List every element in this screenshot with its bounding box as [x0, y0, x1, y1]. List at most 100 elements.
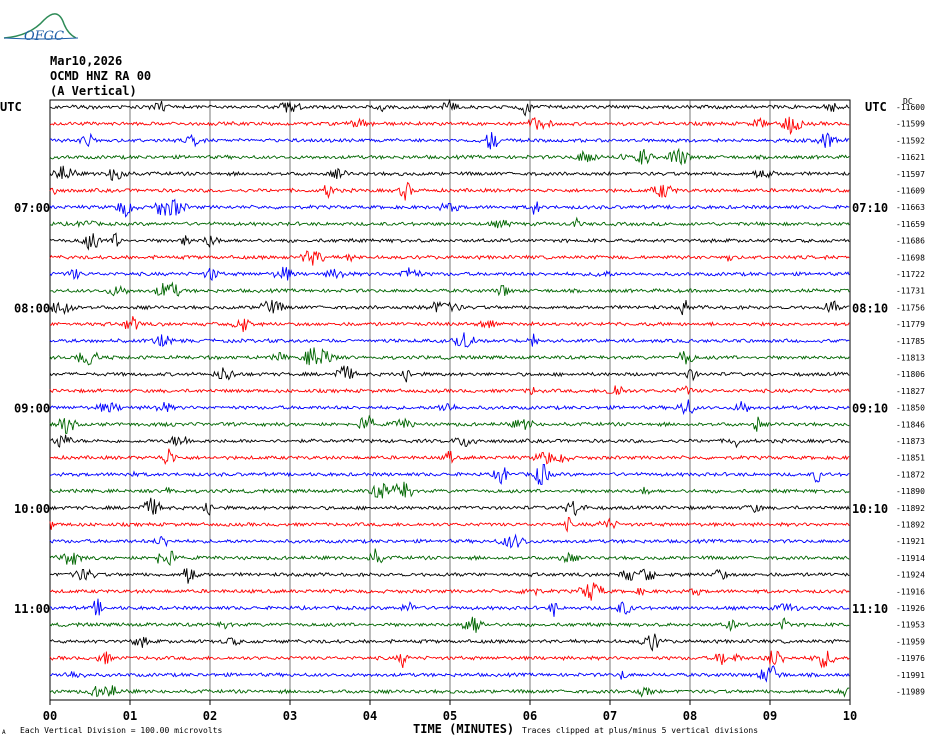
trace-row-11 [49, 281, 850, 297]
trace-row-1 [49, 116, 850, 136]
utc-label-left: UTC [0, 100, 22, 114]
dc-offset-label: -11731 [896, 287, 925, 296]
dc-offset-label: -11599 [896, 120, 925, 129]
right-time-label: 07:10 [852, 201, 888, 215]
dc-offset-label: -11924 [896, 571, 925, 580]
logo-text: OFGC [24, 29, 64, 44]
trace-row-6 [49, 198, 850, 218]
dc-offset-label: -11890 [896, 487, 925, 496]
trace-row-20 [49, 434, 850, 449]
dc-offset-label: -11921 [896, 537, 925, 546]
header-component: (A Vertical) [50, 84, 137, 98]
dc-offset-label: -11873 [896, 437, 925, 446]
left-time-label: 08:00 [14, 301, 50, 315]
right-time-label: 09:10 [852, 402, 888, 416]
left-time-label: 07:00 [14, 201, 50, 215]
x-tick-label: 09 [763, 709, 777, 723]
dc-offset-label: -11872 [896, 470, 925, 479]
axis-labels: 00 01 02 03 04 05 06 07 08 09 10 -11600 -11599 -11592… [0, 97, 925, 736]
trace-row-4 [49, 165, 850, 181]
dc-offset-label: -11686 [896, 237, 925, 246]
trace-row-8 [49, 232, 850, 251]
trace-row-33 [49, 650, 850, 669]
dc-offset-label: -11698 [896, 253, 925, 262]
dc-offset-label: -11926 [896, 604, 925, 613]
dc-offset-label: -11914 [896, 554, 925, 563]
dc-offset-label: -11846 [896, 420, 925, 429]
trace-row-28 [49, 568, 850, 584]
trace-row-24 [49, 497, 850, 517]
dc-offset-label: -11850 [896, 404, 925, 413]
trace-row-2 [49, 132, 850, 150]
dc-offset-label: -11991 [896, 671, 925, 680]
header-date: Mar10,2026 [50, 54, 123, 68]
left-time-label: 10:00 [14, 502, 50, 516]
x-tick-label: 01 [123, 709, 137, 723]
trace-row-13 [49, 316, 850, 333]
trace-row-15 [49, 347, 850, 366]
trace-row-32 [49, 633, 850, 652]
x-tick-label: 02 [203, 709, 217, 723]
x-tick-label: 00 [43, 709, 57, 723]
trace-row-5 [49, 181, 850, 201]
trace-row-25 [49, 516, 850, 533]
trace-row-29 [49, 582, 850, 601]
dc-offset-label: -11756 [896, 303, 925, 312]
trace-row-21 [49, 448, 850, 466]
trace-row-14 [49, 332, 850, 348]
clip-note: Traces clipped at plus/minus 5 vertical … [522, 726, 758, 735]
right-time-label: 08:10 [852, 301, 888, 315]
dc-offset-label: -11806 [896, 370, 925, 379]
trace-row-18 [49, 399, 850, 416]
dc-offset-label: -11916 [896, 587, 925, 596]
trace-row-34 [49, 665, 850, 683]
dc-offset-label: -11621 [896, 153, 925, 162]
dc-offset-label: -11592 [896, 136, 925, 145]
ofgc-logo: OFGC [3, 13, 79, 44]
x-tick-label: 10 [843, 709, 857, 723]
dc-offset-label: -11779 [896, 320, 925, 329]
dc-offset-label: -11813 [896, 354, 925, 363]
x-tick-label: 06 [523, 709, 537, 723]
trace-row-10 [49, 266, 850, 282]
trace-row-35 [49, 685, 850, 698]
dc-offset-label: -11959 [896, 637, 925, 646]
dc-offset-label: -11892 [896, 521, 925, 530]
dc-offset-label: -11663 [896, 203, 925, 212]
trace-row-16 [49, 365, 850, 383]
trace-row-3 [49, 147, 850, 166]
dc-offset-label: -11851 [896, 454, 925, 463]
dc-offset-label: -11659 [896, 220, 925, 229]
dc-offset-label: -11976 [896, 654, 925, 663]
dc-label: DC [903, 97, 913, 106]
x-axis-label: TIME (MINUTES) [413, 722, 514, 736]
x-tick-label: 03 [283, 709, 297, 723]
x-tick-label: 08 [683, 709, 697, 723]
trace-row-31 [49, 616, 850, 633]
dc-offset-label: -11953 [896, 621, 925, 630]
dc-offset-label: -11989 [896, 688, 925, 697]
dc-offset-label: -11609 [896, 187, 925, 196]
right-time-label: 10:10 [852, 502, 888, 516]
dc-offset-label: -11722 [896, 270, 925, 279]
trace-row-23 [49, 481, 850, 499]
trace-row-27 [49, 548, 850, 567]
utc-label-right: UTC [865, 100, 887, 114]
dc-offset-label: -11600 [896, 103, 925, 112]
grid [49, 99, 851, 705]
x-tick-label: 07 [603, 709, 617, 723]
trace-row-22 [49, 463, 850, 485]
trace-row-17 [49, 385, 850, 396]
x-tick-label: 04 [363, 709, 377, 723]
trace-row-19 [49, 414, 850, 435]
dc-offset-label: -11597 [896, 170, 925, 179]
dc-offset-label: -11892 [896, 504, 925, 513]
trace-row-26 [49, 533, 850, 549]
left-time-label: 09:00 [14, 402, 50, 416]
seismic-traces [49, 98, 850, 698]
header-station: OCMD HNZ RA 00 [50, 69, 152, 83]
x-tick-label: 05 [443, 709, 457, 723]
left-time-label: 11:00 [14, 602, 50, 616]
dc-offset-label: -11827 [896, 387, 925, 396]
